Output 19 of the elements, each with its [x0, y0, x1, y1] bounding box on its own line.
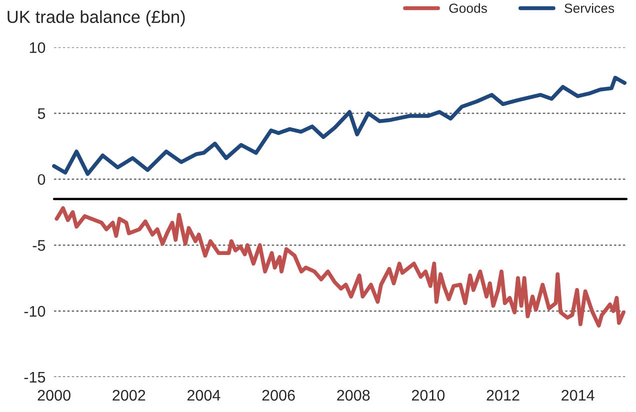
y-tick-label: 0: [38, 174, 46, 185]
legend-label: Services: [564, 3, 614, 13]
line-series: [54, 206, 626, 328]
x-tick-label: 2000: [38, 390, 70, 401]
chart-title: UK trade balance (£bn): [8, 10, 185, 26]
x-tick-label: 2004: [187, 390, 220, 401]
legend-label: Goods: [449, 3, 487, 13]
y-tick-label: -15: [24, 372, 46, 383]
x-tick-label: 2010: [412, 390, 445, 401]
y-tick-label: 5: [38, 108, 46, 119]
y-tick-label: 10: [30, 42, 46, 54]
line-series: [52, 76, 627, 176]
x-tick-label: 2008: [337, 390, 370, 401]
x-tick-label: 2012: [486, 390, 520, 401]
x-tick-label: 2014: [562, 390, 594, 401]
x-tick-label: 2006: [262, 390, 295, 401]
y-tick-label: -10: [24, 306, 46, 317]
x-tick-label: 2002: [112, 390, 146, 401]
y-tick-label: -5: [32, 240, 46, 251]
